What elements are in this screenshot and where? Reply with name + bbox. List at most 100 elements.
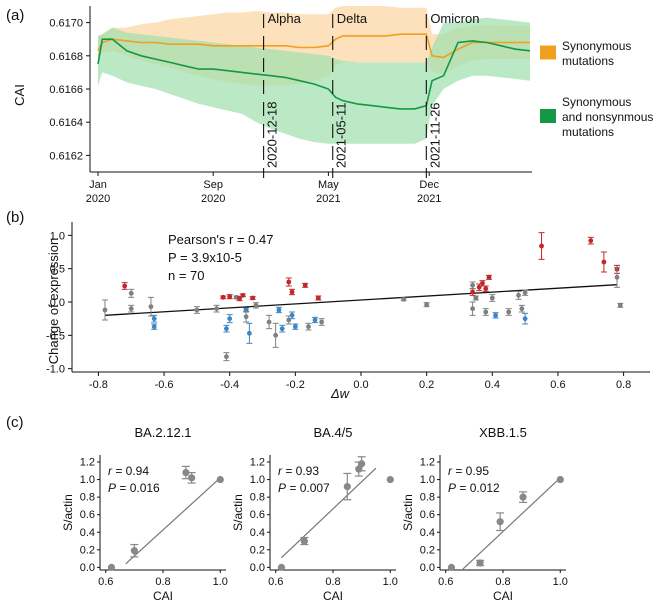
panel-b-n-annotation: n = 70 xyxy=(168,268,205,283)
event-date-1: 2021-05-11 xyxy=(334,102,349,168)
data-point-30 xyxy=(292,323,299,330)
point-marker xyxy=(250,295,256,301)
legend-label-1-0: Synonymous xyxy=(562,95,631,109)
point-marker xyxy=(343,483,351,491)
x-tick-year-0: 2020 xyxy=(86,193,110,205)
point-marker xyxy=(483,286,489,292)
data-point-31 xyxy=(302,282,309,288)
legend-label-1-2: mutations xyxy=(562,125,614,139)
r-symbol: r xyxy=(448,464,453,478)
data-point-43 xyxy=(479,280,486,287)
data-point-41 xyxy=(472,295,479,301)
data-point-28 xyxy=(289,288,296,296)
data-point-0 xyxy=(277,563,286,571)
point-marker xyxy=(470,282,475,288)
point-marker xyxy=(107,563,116,571)
point-marker xyxy=(401,296,407,302)
panel-a-y-axis-label: CAI xyxy=(12,84,27,106)
r-symbol: r xyxy=(278,464,283,478)
panel-a-lines xyxy=(97,33,531,110)
y-tick-label-1: -0.5 xyxy=(46,330,65,342)
regression-line xyxy=(281,467,377,559)
panel-b-x-axis-label: Δw xyxy=(330,386,351,401)
point-marker xyxy=(279,326,285,332)
x-tick-label-2: 1.0 xyxy=(213,576,228,588)
point-marker xyxy=(247,330,252,336)
series-0-mean-line xyxy=(97,33,530,59)
point-marker xyxy=(493,312,498,318)
data-point-55 xyxy=(587,236,594,245)
data-point-52 xyxy=(522,312,529,325)
data-point-5 xyxy=(386,475,394,484)
y-tick-label-4: 0.8 xyxy=(250,492,265,504)
point-marker xyxy=(148,304,154,310)
y-tick-label-1: 0.6164 xyxy=(49,117,83,129)
data-point-21 xyxy=(252,302,259,309)
data-point-2 xyxy=(496,512,505,532)
data-point-12 xyxy=(226,314,233,324)
r-value: = 0.95 xyxy=(452,464,489,478)
point-marker xyxy=(486,274,492,280)
data-point-56 xyxy=(600,251,607,273)
subplot-title: BA.2.12.1 xyxy=(134,425,191,440)
panel-b-points xyxy=(101,232,624,362)
panel-c: (c) BA.2.12.1 S/actin CAI 0.0 0.2 0.4 0.6 0.8 1.… xyxy=(6,414,568,603)
x-axis-label: CAI xyxy=(153,589,173,603)
x-tick-label-2: 1.0 xyxy=(553,576,568,588)
point-marker xyxy=(289,289,295,295)
x-tick-label-0: 0.6 xyxy=(268,576,283,588)
p-symbol: P xyxy=(108,481,116,495)
point-marker xyxy=(319,319,325,325)
point-marker xyxy=(273,332,279,338)
r-annotation: r = 0.95 xyxy=(448,464,489,478)
event-label-0: Alpha xyxy=(268,11,302,26)
y-tick-label-4: 0.8 xyxy=(80,492,95,504)
point-marker xyxy=(556,475,564,484)
x-tick-label-1: -0.6 xyxy=(155,379,174,391)
y-tick-label-3: 0.6 xyxy=(250,509,265,521)
data-point-39 xyxy=(469,281,476,290)
panel-b-axes: -1.0 -0.5 0.0 0.5 1.0 -0.8 -0.6 -0.4 -0.2 0.0 0.2 0… xyxy=(46,222,650,391)
data-point-50 xyxy=(515,290,522,300)
x-tick-label-3: -0.2 xyxy=(286,379,305,391)
panel-a-axes: 0.6162 0.6164 0.6166 0.6168 0.6170 Jan 2020 Sep… xyxy=(49,6,532,205)
y-tick-label-2: 0.4 xyxy=(420,527,435,539)
x-tick-year-2: 2021 xyxy=(316,193,340,205)
data-point-51 xyxy=(518,304,525,313)
legend-swatch-1 xyxy=(540,109,556,123)
point-marker xyxy=(151,324,157,330)
point-marker xyxy=(220,294,226,300)
p-annotation: P = 0.012 xyxy=(448,481,500,495)
event-label-2: Omicron xyxy=(430,11,479,26)
x-tick-label-4: 0.0 xyxy=(353,379,368,391)
data-point-0 xyxy=(107,563,116,571)
data-point-58 xyxy=(614,266,621,288)
x-tick-year-1: 2020 xyxy=(201,193,225,205)
point-marker xyxy=(483,309,489,315)
data-point-40 xyxy=(469,301,476,316)
x-tick-label-8: 0.8 xyxy=(616,379,631,391)
r-annotation: r = 0.93 xyxy=(278,464,319,478)
x-tick-month-1: Sep xyxy=(203,179,223,191)
p-value: = 0.016 xyxy=(116,481,160,495)
y-tick-label-3: 0.6 xyxy=(80,509,95,521)
y-tick-label-6: 1.2 xyxy=(250,457,265,469)
point-marker xyxy=(300,537,308,545)
x-tick-label-7: 0.6 xyxy=(550,379,565,391)
y-tick-label-2: 0.6166 xyxy=(49,84,83,96)
point-marker xyxy=(489,295,495,301)
y-tick-label-0: 0.0 xyxy=(420,562,435,574)
data-point-19 xyxy=(246,322,253,344)
data-point-11 xyxy=(223,352,230,362)
x-tick-label-1: 0.8 xyxy=(155,576,170,588)
y-tick-label-2: 0.0 xyxy=(50,297,65,309)
regression-line xyxy=(125,477,221,565)
point-marker xyxy=(516,292,521,298)
panel-b-pearson-annotation: Pearson's r = 0.47 xyxy=(168,232,273,247)
y-tick-label-5: 1.0 xyxy=(80,474,95,486)
point-marker xyxy=(253,302,259,308)
legend-swatch-0 xyxy=(540,45,556,60)
y-tick-label-5: 1.0 xyxy=(420,474,435,486)
